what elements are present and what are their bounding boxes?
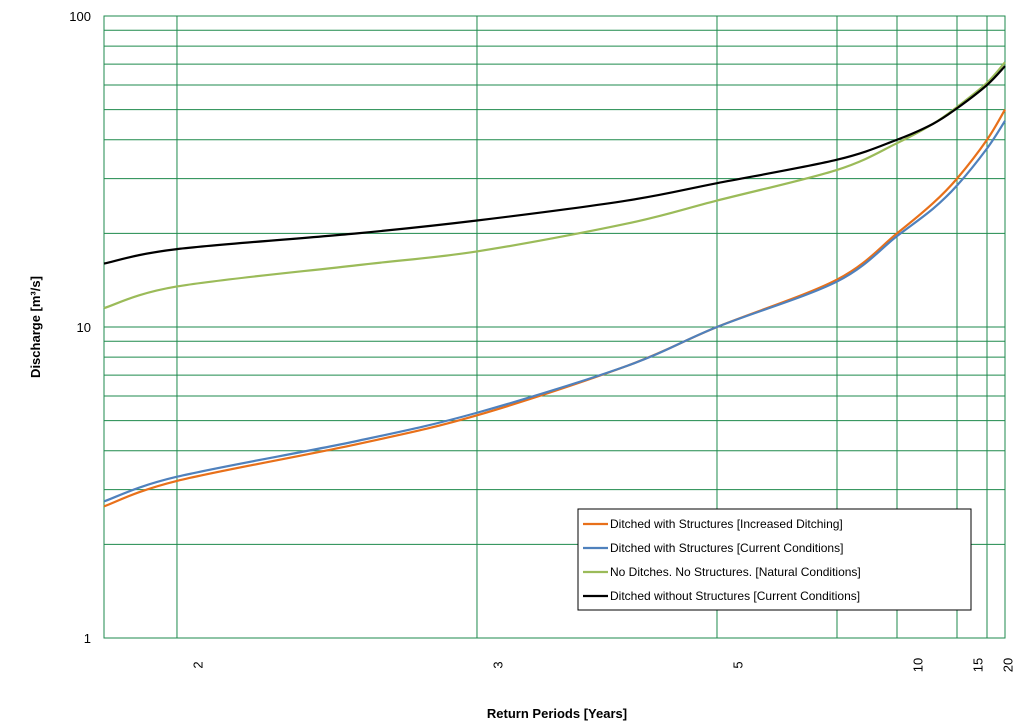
legend-box (577, 508, 972, 611)
y-axis-title: Discharge [m³/s] (28, 276, 43, 378)
series-line-2 (103, 120, 1006, 503)
legend-label: Ditched without Structures [Current Cond… (610, 589, 860, 603)
series-line-4 (103, 65, 1006, 265)
legend-label: Ditched with Structures [Increased Ditch… (610, 517, 843, 531)
x-tick-label: 10 (910, 658, 925, 672)
x-tick-label: 5 (730, 661, 745, 668)
legend-label: Ditched with Structures [Current Conditi… (610, 541, 843, 555)
y-tick-labels: 1 10 100 (69, 9, 91, 646)
legend-label: No Ditches. No Structures. [Natural Cond… (610, 565, 861, 579)
y-tick-label: 100 (69, 9, 91, 24)
x-axis-title: Return Periods [Years] (487, 706, 627, 721)
x-tick-labels: 23510152025 (190, 658, 1013, 672)
series-lines (103, 61, 1006, 508)
y-tick-label: 10 (77, 320, 91, 335)
x-tick-label: 2 (190, 661, 205, 668)
legend: Ditched with Structures [Increased Ditch… (577, 508, 972, 611)
x-tick-label: 20 (1000, 658, 1013, 672)
x-tick-label: 3 (490, 661, 505, 668)
x-tick-label: 15 (970, 658, 985, 672)
y-tick-label: 1 (84, 631, 91, 646)
plot-frame (103, 15, 1006, 639)
